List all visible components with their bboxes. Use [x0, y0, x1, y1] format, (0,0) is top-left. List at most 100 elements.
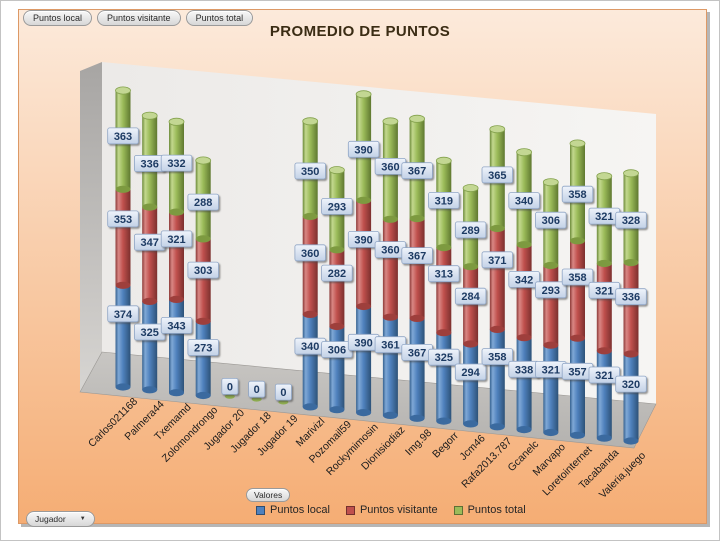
bar-Loretointernet[interactable] [569, 139, 586, 439]
data-label: 367 [401, 247, 433, 265]
svg-text:293: 293 [542, 285, 560, 297]
data-label: 360 [374, 157, 407, 175]
data-label: 328 [615, 211, 647, 229]
data-label: 0 [221, 377, 239, 395]
svg-text:306: 306 [542, 215, 560, 227]
bar-Gcanelc[interactable] [516, 148, 532, 434]
data-label: 342 [508, 270, 540, 288]
data-label: 332 [160, 154, 193, 172]
bar-Valeria.juego[interactable] [623, 169, 639, 445]
svg-text:363: 363 [114, 131, 132, 143]
data-label: 340 [294, 337, 326, 355]
value-field-buttons: Puntos local Puntos visitante Puntos tot… [23, 10, 254, 26]
values-button[interactable]: Valores [246, 488, 291, 502]
svg-text:284: 284 [461, 291, 480, 303]
data-label: 306 [535, 211, 567, 229]
data-label: 320 [615, 375, 647, 393]
data-label: 273 [187, 339, 219, 356]
legend-item-puntos-total[interactable]: Puntos total [453, 504, 526, 516]
svg-text:350: 350 [301, 166, 319, 178]
data-label: 360 [294, 244, 326, 262]
bar-Jugador 19[interactable] [278, 399, 289, 405]
data-label: 353 [107, 210, 139, 228]
category-label: Img.98 [403, 427, 434, 458]
data-label: 293 [535, 281, 567, 299]
data-label: 357 [561, 362, 594, 380]
svg-text:367: 367 [408, 166, 426, 178]
bar-Rockymimosin[interactable] [355, 90, 372, 417]
data-label: 321 [160, 230, 193, 248]
svg-text:347: 347 [141, 237, 159, 249]
svg-text:338: 338 [515, 364, 533, 376]
bar-Marivizl[interactable] [302, 117, 319, 411]
data-label: 390 [347, 333, 380, 351]
data-label: 371 [481, 251, 514, 269]
data-label: 294 [454, 363, 487, 381]
legend: Puntos local Puntos visitante Puntos tot… [256, 504, 526, 516]
legend-item-puntos-local[interactable]: Puntos local [256, 504, 330, 516]
data-label: 0 [248, 380, 266, 398]
svg-text:342: 342 [515, 274, 533, 286]
bar-Jcm46[interactable] [462, 184, 479, 428]
svg-text:321: 321 [595, 285, 613, 297]
data-label: 358 [561, 268, 594, 286]
data-label: 325 [133, 323, 166, 341]
data-label: 319 [428, 191, 460, 209]
data-label: 374 [107, 305, 139, 323]
svg-text:273: 273 [194, 343, 212, 355]
data-label: 360 [374, 241, 407, 259]
data-label: 325 [428, 348, 460, 366]
svg-text:360: 360 [381, 245, 399, 257]
chart-title[interactable]: PROMEDIO DE PUNTOS [269, 23, 451, 40]
data-label: 361 [374, 336, 407, 354]
svg-text:303: 303 [194, 265, 212, 277]
data-label: 303 [187, 261, 219, 279]
svg-text:289: 289 [461, 225, 479, 237]
field-button-puntos-local[interactable]: Puntos local [23, 10, 93, 26]
bar-Jugador 18[interactable] [251, 396, 262, 402]
svg-text:358: 358 [568, 272, 586, 284]
bar-Jugador 20[interactable] [224, 394, 235, 399]
axis-field-dropdown[interactable]: Jugador ▼ [26, 511, 95, 527]
data-label: 343 [160, 316, 193, 334]
svg-text:0: 0 [227, 381, 233, 393]
svg-text:328: 328 [622, 215, 640, 227]
data-label: 284 [454, 287, 487, 305]
data-label: 282 [321, 264, 353, 282]
svg-text:294: 294 [461, 367, 480, 379]
svg-text:313: 313 [435, 269, 453, 281]
legend-item-puntos-visitante[interactable]: Puntos visitante [345, 504, 438, 516]
svg-text:319: 319 [435, 195, 453, 207]
svg-text:325: 325 [435, 352, 453, 364]
svg-text:321: 321 [542, 364, 560, 376]
data-label: 293 [321, 197, 353, 215]
data-label: 288 [187, 193, 219, 211]
data-label: 340 [508, 192, 540, 210]
data-label: 365 [481, 166, 514, 184]
svg-text:374: 374 [114, 309, 133, 321]
data-label: 0 [274, 383, 292, 401]
data-label: 321 [588, 207, 621, 225]
data-label: 321 [588, 281, 621, 299]
bar-Img.98[interactable] [409, 114, 426, 422]
svg-text:325: 325 [141, 327, 159, 339]
data-label: 321 [588, 366, 621, 384]
svg-text:340: 340 [301, 341, 319, 353]
svg-text:282: 282 [328, 268, 346, 280]
data-label: 306 [321, 341, 353, 358]
svg-text:390: 390 [354, 144, 372, 156]
data-label: 358 [561, 185, 594, 203]
chart-side-wall [80, 62, 102, 392]
data-label: 347 [133, 233, 166, 251]
svg-text:360: 360 [381, 161, 399, 173]
svg-text:390: 390 [354, 337, 372, 349]
bar-Palmera44[interactable] [141, 111, 158, 394]
field-button-puntos-total[interactable]: Puntos total [185, 10, 254, 26]
category-label: Begorr [430, 429, 461, 460]
svg-text:390: 390 [354, 234, 372, 246]
svg-text:358: 358 [568, 189, 586, 201]
chevron-down-icon: ▼ [79, 516, 86, 522]
data-label: 390 [347, 230, 380, 248]
svg-text:293: 293 [328, 201, 346, 213]
field-button-puntos-visitante[interactable]: Puntos visitante [97, 10, 181, 26]
